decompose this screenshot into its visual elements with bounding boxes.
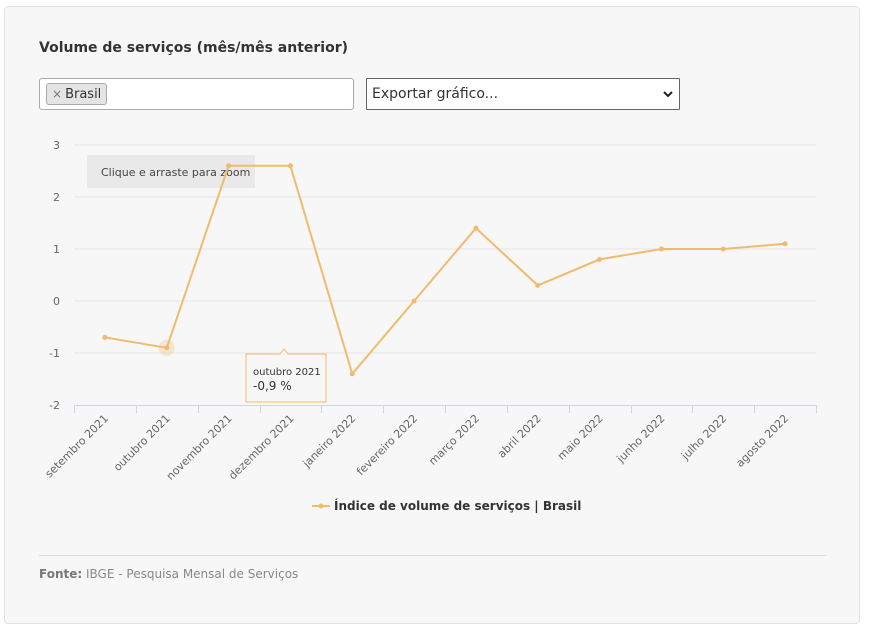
data-point [535, 282, 541, 288]
y-tick-label: 3 [53, 139, 60, 152]
tooltip-box [245, 348, 327, 403]
region-tag-label: Brasil [65, 87, 102, 102]
x-tick-label: novembro 2021 [164, 412, 235, 483]
x-tick-label: agosto 2022 [733, 412, 791, 470]
data-point [226, 163, 232, 169]
footer-divider [39, 555, 827, 556]
x-tick-label: fevereiro 2022 [354, 412, 420, 478]
data-point [349, 371, 355, 377]
data-point [164, 345, 170, 351]
remove-tag-icon[interactable]: × [52, 87, 63, 101]
data-point [720, 246, 726, 252]
legend-marker [318, 503, 324, 509]
x-tick-label: junho 2022 [614, 412, 668, 466]
data-point [782, 241, 788, 247]
y-tick-label: 0 [53, 295, 60, 308]
series-line [104, 164, 786, 376]
x-tick-label: abril 2022 [495, 412, 544, 461]
data-point [287, 163, 293, 169]
x-tick-label: dezembro 2021 [226, 412, 296, 482]
export-chart-select[interactable]: Exportar gráfico... [366, 78, 680, 110]
x-tick-label: outubro 2021 [111, 412, 173, 474]
chevron-down-icon [663, 91, 673, 98]
y-tick-label: -2 [49, 399, 60, 412]
source-note: Fonte: IBGE - Pesquisa Mensal de Serviço… [39, 567, 298, 581]
y-tick-label: 2 [53, 191, 60, 204]
x-tick-label: janeiro 2022 [300, 412, 359, 471]
data-point [658, 246, 664, 252]
source-text: IBGE - Pesquisa Mensal de Serviços [86, 567, 299, 581]
chart-title: Volume de serviços (mês/mês anterior) [39, 40, 349, 56]
legend-label: Índice de volume de serviços | Brasil [334, 498, 581, 513]
source-label: Fonte: [39, 567, 83, 581]
tooltip-value: -0,9 % [253, 379, 292, 393]
data-point [102, 334, 108, 340]
hover-halo [158, 339, 175, 356]
x-tick-label: maio 2022 [555, 412, 606, 463]
export-select-label: Exportar gráfico... [372, 86, 499, 102]
zoom-hint-text: Clique e arraste para zoom [101, 166, 250, 179]
tooltip: outubro 2021-0,9 % [245, 348, 327, 403]
x-tick-label: março 2022 [426, 412, 482, 468]
data-point [597, 256, 603, 262]
x-tick-label: julho 2022 [678, 412, 729, 463]
y-tick-label: 1 [53, 243, 60, 256]
y-tick-label: -1 [49, 347, 60, 360]
tooltip-category: outubro 2021 [253, 367, 321, 378]
x-tick-label: setembro 2021 [43, 412, 111, 480]
region-tag[interactable]: × Brasil [46, 83, 108, 105]
data-point [473, 225, 479, 231]
region-filter-input[interactable]: × Brasil [39, 78, 354, 110]
data-point [411, 298, 417, 304]
